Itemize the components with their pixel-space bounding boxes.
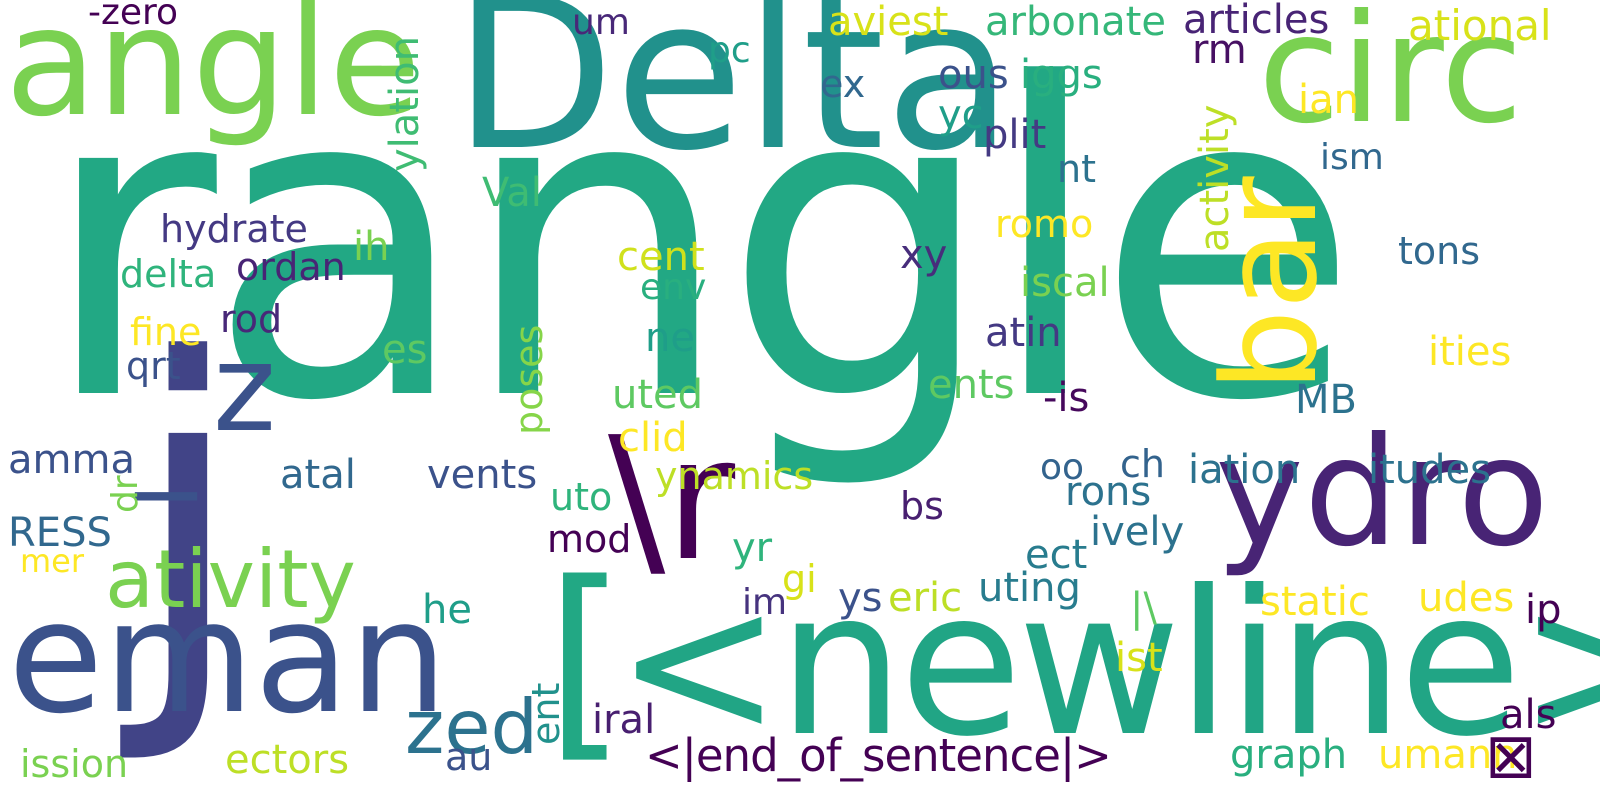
word-tons: tons <box>1398 229 1481 273</box>
word-romo: romo <box>995 202 1094 246</box>
word-ih: ih <box>353 224 390 270</box>
word-itudes: itudes <box>1368 447 1491 493</box>
word-static: static <box>1260 579 1370 625</box>
word-xy: xy <box>900 232 948 278</box>
word-mod: mod <box>547 517 632 561</box>
word-eman: eman <box>8 567 448 748</box>
word-ylation: ylation <box>382 36 428 172</box>
word-j: j <box>128 270 248 770</box>
word-ynamics: ynamics <box>655 454 814 498</box>
word-mb: MB <box>1295 377 1357 423</box>
word-ativity: ativity <box>105 533 356 626</box>
word-iral: iral <box>592 697 656 743</box>
word-uting: uting <box>978 565 1081 611</box>
word-ydro: ydro <box>1215 406 1550 580</box>
word-z: z <box>213 320 276 459</box>
word-delta-small: delta <box>120 252 217 296</box>
word-fine: fine <box>130 310 202 354</box>
word-arbonate: arbonate <box>985 0 1166 45</box>
word-um: um <box>572 2 630 43</box>
word-he: he <box>422 587 472 633</box>
word-newline: <newline> <box>615 548 1600 781</box>
word-pipe-backslash: |\ <box>1130 585 1157 631</box>
word-ex: ex <box>820 62 866 106</box>
word-iggs: iggs <box>1020 52 1103 98</box>
word-missing-glyph: ⊠ <box>1485 719 1537 792</box>
word-cent: cent <box>617 234 705 280</box>
word-bs: bs <box>900 484 944 528</box>
word-val: Val <box>482 170 542 216</box>
word-ectors: ectors <box>225 737 350 783</box>
word-clid: clid <box>618 415 688 461</box>
word-ect: ect <box>1025 532 1088 578</box>
word-iation: iation <box>1188 447 1301 493</box>
word-minus-zero: -zero <box>88 0 179 33</box>
word-rons: rons <box>1065 469 1152 515</box>
word-rm: rm <box>1192 27 1247 73</box>
word-ist: ist <box>1115 635 1163 681</box>
word-au: au <box>445 735 493 779</box>
word-mer: mer <box>20 542 85 580</box>
word-ip: ip <box>1525 587 1562 633</box>
word-eric: eric <box>888 575 963 621</box>
word-atin: atin <box>985 310 1062 356</box>
word-env: env <box>640 267 707 308</box>
word-dr: dr <box>105 475 146 513</box>
word-atal: atal <box>280 452 356 498</box>
word-als: als <box>1500 692 1557 738</box>
word-ism: ism <box>1320 137 1384 178</box>
word-activity: activity <box>1192 104 1238 252</box>
word-ordan: ordan <box>236 245 346 289</box>
word-poses: poses <box>507 324 551 435</box>
word-rangle: rangle <box>40 0 1360 495</box>
word-ian: ian <box>1298 77 1359 123</box>
word-minus-is: -is <box>1043 375 1090 421</box>
word-es: es <box>382 327 428 373</box>
word-uted: uted <box>612 372 704 418</box>
word-angle: angle <box>5 0 422 150</box>
word-graph: graph <box>1230 732 1348 778</box>
word-im: im <box>742 582 788 623</box>
word-ress: RESS <box>8 510 112 556</box>
word-ents: ents <box>928 362 1015 408</box>
word-ys: ys <box>838 575 883 621</box>
word-ch: ch <box>1120 442 1165 486</box>
word-plit: plit <box>983 112 1047 158</box>
word-ous: ous <box>938 52 1009 98</box>
word-pc: pc <box>708 30 751 71</box>
word-articles: articles <box>1183 0 1330 43</box>
word-udes: udes <box>1418 575 1515 621</box>
word-ent: ent <box>524 682 568 745</box>
word-aviest: aviest <box>828 0 949 45</box>
word-yr: yr <box>732 525 773 571</box>
word-hydrate: hydrate <box>160 207 308 251</box>
word-nt: nt <box>1057 147 1096 191</box>
word-zed: zed <box>405 683 539 771</box>
word-uto: uto <box>550 475 613 519</box>
word-ities: ities <box>1428 329 1512 375</box>
word-oo: oo <box>1040 447 1085 488</box>
word-ission: ission <box>20 742 129 786</box>
word-ively: ively <box>1090 509 1185 555</box>
word-rod: rod <box>220 297 283 341</box>
word-yc: yc <box>938 92 984 138</box>
word-gi: gi <box>782 557 817 601</box>
word-ational: ational <box>1408 1 1552 50</box>
word-underscore: _ <box>136 362 196 501</box>
word-umann: umann <box>1378 732 1518 778</box>
word-delta-big: Delta <box>453 0 1014 197</box>
word-bracket: [ <box>545 537 627 782</box>
word-qrt: qrt <box>126 344 181 388</box>
word-amma: amma <box>8 437 135 483</box>
word-vents: vents <box>427 452 538 498</box>
word-ne: ne <box>645 315 695 361</box>
word-end-of-sentence: <|end_of_sentence|> <box>645 729 1112 782</box>
word-backslash-r: \r <box>608 401 736 599</box>
word-circ: circ <box>1258 0 1523 157</box>
word-iscal: iscal <box>1020 260 1110 306</box>
